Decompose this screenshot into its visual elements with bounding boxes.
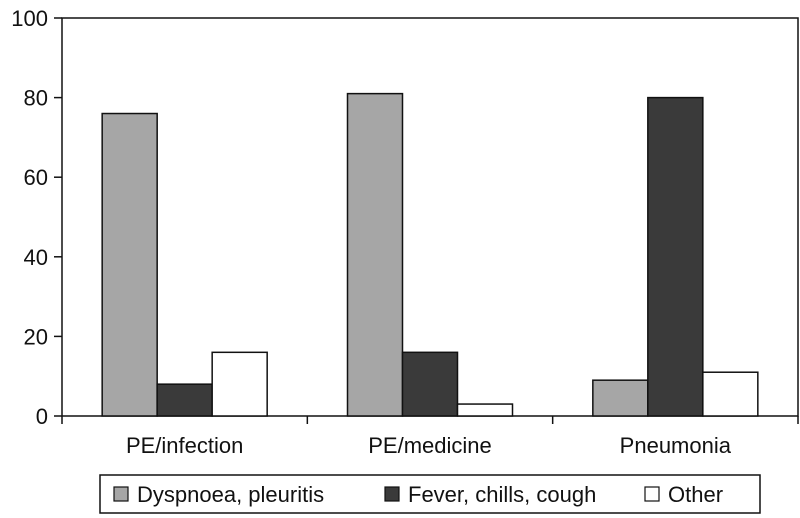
legend: Dyspnoea, pleuritis Fever, chills, cough O… xyxy=(99,474,761,514)
x-category-label: PE/medicine xyxy=(368,433,492,458)
y-tick-label: 100 xyxy=(11,6,48,31)
y-tick-label: 80 xyxy=(24,86,48,111)
bar-pe-infection-series-2 xyxy=(156,383,213,417)
legend-label: Fever, chills, cough xyxy=(408,482,596,507)
bar-pneumonia-series-1 xyxy=(592,379,649,417)
legend-label: Other xyxy=(668,482,723,507)
y-axis: 0 20 40 60 80 100 xyxy=(11,6,62,429)
y-tick-label: 20 xyxy=(24,324,48,349)
legend-label: Dyspnoea, pleuritis xyxy=(137,482,324,507)
x-axis: PE/infection PE/medicine Pneumonia xyxy=(61,416,799,458)
legend-swatch xyxy=(113,486,129,502)
y-tick-label: 60 xyxy=(24,165,48,190)
legend-swatch xyxy=(384,486,400,502)
bar-pneumonia-series-3 xyxy=(702,371,759,417)
y-tick-label: 40 xyxy=(24,245,48,270)
y-tick-label: 0 xyxy=(36,404,48,429)
bar-pe-infection-series-1 xyxy=(101,112,158,417)
bar-pe-infection-series-3 xyxy=(211,351,268,417)
bar-pe-medicine-series-2 xyxy=(401,351,459,417)
bars xyxy=(101,92,759,417)
bar-pe-medicine-series-1 xyxy=(346,92,404,417)
x-category-label: Pneumonia xyxy=(620,433,732,458)
x-category-label: PE/infection xyxy=(126,433,243,458)
legend-swatch xyxy=(644,486,660,502)
bar-pneumonia-series-2 xyxy=(647,96,704,417)
bar-pe-medicine-series-3 xyxy=(456,403,514,417)
